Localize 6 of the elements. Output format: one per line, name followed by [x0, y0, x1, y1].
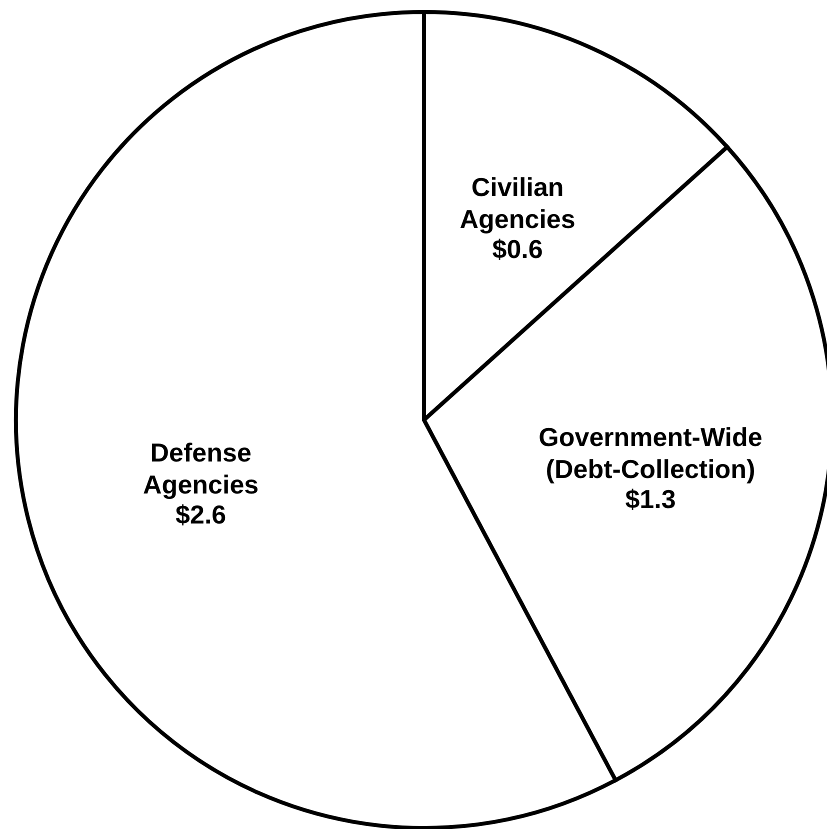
- data-label: $2.6: [176, 500, 226, 530]
- data-label: $1.3: [625, 484, 676, 514]
- data-label: $0.6: [492, 234, 543, 264]
- slice-label: Government-Wide (Debt-Collection): [538, 422, 762, 484]
- slice-label: Defense Agencies: [143, 438, 259, 500]
- slice-label: Civilian Agencies: [460, 172, 576, 234]
